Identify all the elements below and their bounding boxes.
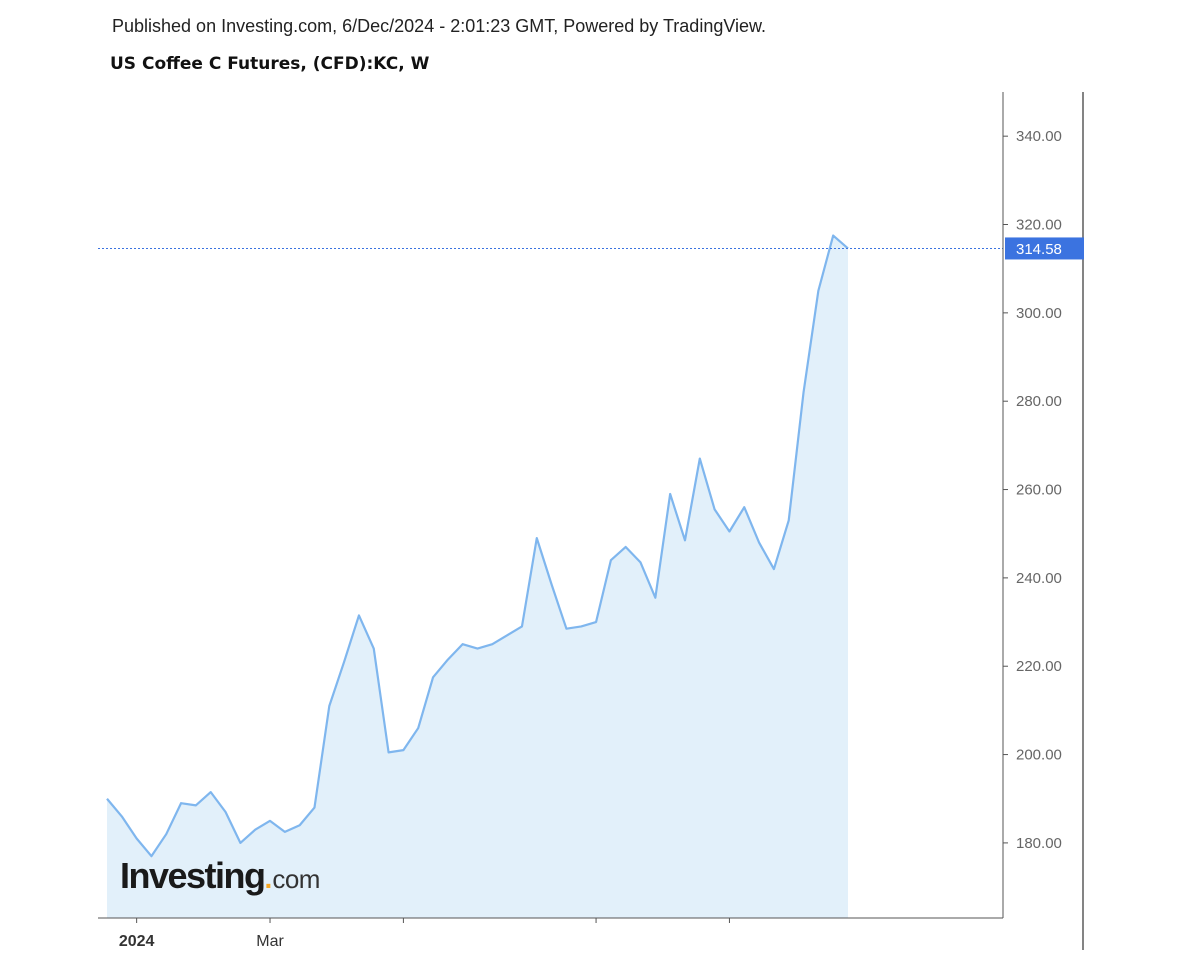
y-tick-label: 320.00 — [1016, 217, 1062, 234]
investing-logo: Investing.com — [120, 855, 320, 896]
last-price-tag — [1005, 237, 1084, 260]
y-tick-label: 340.00 — [1016, 128, 1062, 145]
y-tick-label: 180.00 — [1016, 835, 1062, 852]
y-tick-label: 300.00 — [1016, 305, 1062, 322]
price-area — [107, 235, 848, 918]
plot-area — [98, 234, 1003, 918]
y-tick-label: 260.00 — [1016, 482, 1062, 499]
price-line — [106, 234, 849, 858]
x-tick-label: 2024 — [119, 933, 155, 950]
last-price-label: 314.58 — [1016, 241, 1062, 258]
x-tick-label: Mar — [256, 933, 284, 950]
y-tick-label: 200.00 — [1016, 747, 1062, 764]
axes: 180.00 200.00 220.00 240.00 260.00 280.00 300.… — [98, 92, 1084, 950]
y-tick-label: 240.00 — [1016, 570, 1062, 587]
y-tick-label: 280.00 — [1016, 393, 1062, 410]
published-note: Published on Investing.com, 6/Dec/2024 -… — [112, 16, 767, 36]
y-tick-label: 220.00 — [1016, 658, 1062, 675]
chart-title: US Coffee C Futures, (CFD):KC, W — [110, 54, 430, 74]
